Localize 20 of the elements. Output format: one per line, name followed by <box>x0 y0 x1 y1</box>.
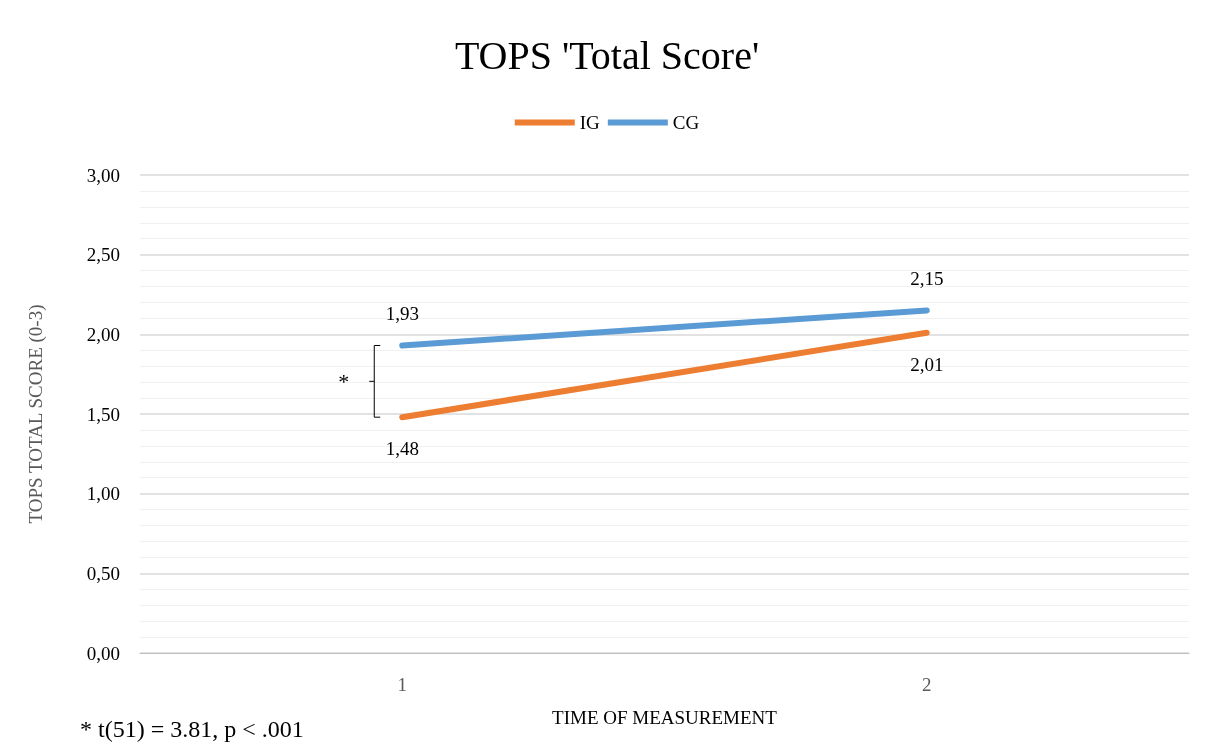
x-tick-label: 1 <box>397 674 407 695</box>
chart-title: TOPS 'Total Score' <box>454 32 760 78</box>
y-tick-label: 2,00 <box>86 323 120 345</box>
y-tick-label: 2,50 <box>86 244 120 266</box>
y-tick-label: 0,50 <box>86 562 120 584</box>
x-axis-title: TIME OF MEASUREMENT <box>552 707 778 728</box>
data-label: 1,48 <box>385 438 419 460</box>
y-axis-title: TOPS TOTAL SCORE (0-3) <box>25 304 47 524</box>
y-tick-label: 3,00 <box>86 164 120 186</box>
y-tick-label: 0,00 <box>86 642 120 664</box>
annotation: * <box>338 369 350 396</box>
data-label: 1,93 <box>385 303 419 325</box>
data-label: 2,01 <box>910 353 944 375</box>
legend-label: CG <box>672 112 700 133</box>
x-tick-label: 2 <box>922 674 932 695</box>
y-tick-label: 1,50 <box>86 403 120 425</box>
y-tick-label: 1,00 <box>86 483 120 505</box>
legend-label: IG <box>579 112 601 133</box>
text: * t(51) = 3.81, p < .001 <box>80 716 304 743</box>
data-label: 2,15 <box>910 268 944 290</box>
